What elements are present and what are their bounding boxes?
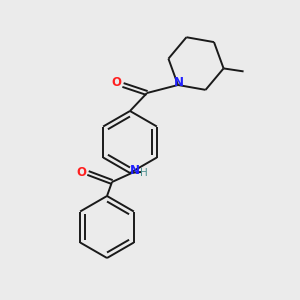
Text: O: O [76, 166, 86, 178]
Text: H: H [140, 168, 148, 178]
Text: O: O [111, 76, 121, 89]
Text: N: N [130, 164, 140, 176]
Text: N: N [174, 76, 184, 88]
